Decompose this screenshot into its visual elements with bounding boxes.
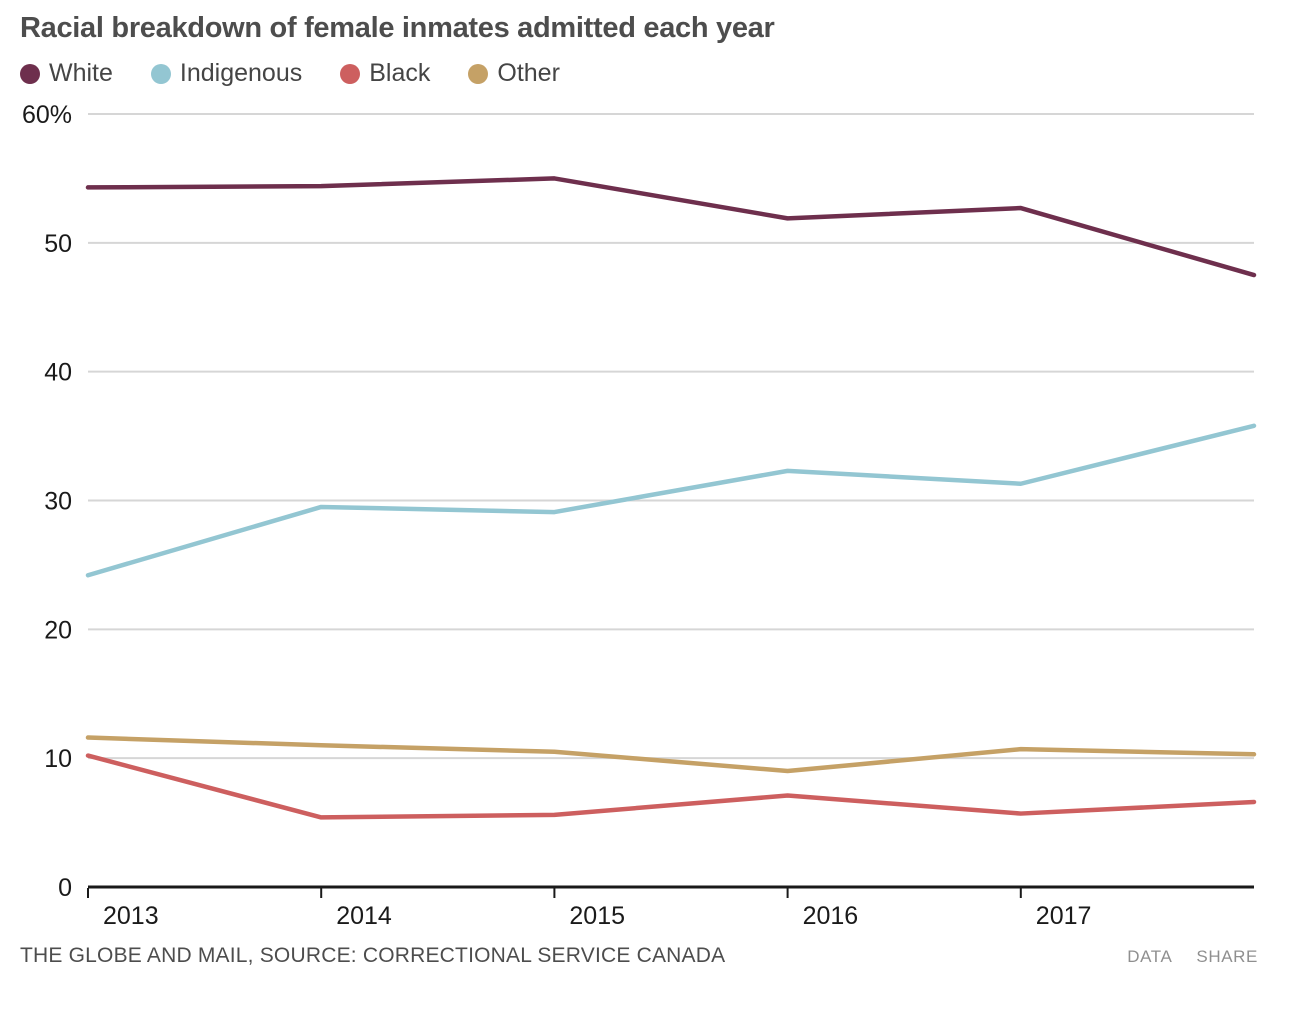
data-button[interactable]: DATA	[1127, 947, 1173, 966]
x-axis-label: 2013	[103, 902, 159, 930]
chart-footer: THE GLOBE AND MAIL, SOURCE: CORRECTIONAL…	[0, 944, 1300, 968]
y-axis-label: 30	[44, 488, 72, 516]
legend: White Indigenous Black Other	[20, 59, 1280, 88]
legend-dot-indigenous-icon	[150, 63, 171, 84]
y-axis-label: 60%	[22, 101, 72, 129]
chart-header: Racial breakdown of female inmates admit…	[0, 0, 1300, 88]
legend-dot-black-icon	[340, 63, 361, 84]
legend-label: Black	[369, 59, 431, 88]
legend-item-other: Other	[468, 59, 560, 88]
x-axis-label: 2016	[803, 902, 859, 930]
series-line-black	[85, 753, 1257, 821]
y-axis-labels: 0 10 20 30 40 50 60%	[22, 101, 72, 902]
y-axis-label: 10	[44, 746, 72, 774]
y-axis-label: 50	[44, 230, 72, 258]
line-chart: 0 10 20 30 40 50 60% 2013 2014 2015 2016 2017	[22, 101, 1257, 930]
series-lines	[85, 176, 1257, 821]
gridlines	[88, 113, 1254, 760]
legend-label: White	[49, 59, 113, 88]
chart-title: Racial breakdown of female inmates admit…	[20, 12, 775, 44]
legend-dot-white-icon	[20, 63, 40, 84]
source-attribution: THE GLOBE AND MAIL, SOURCE: CORRECTIONAL…	[20, 944, 726, 967]
legend-item-white: White	[20, 59, 113, 88]
legend-dot-other-icon	[468, 63, 489, 84]
x-axis-label: 2014	[336, 902, 392, 930]
y-axis-label: 40	[44, 359, 72, 387]
footer-actions: DATA SHARE	[1127, 947, 1258, 967]
series-line-other	[85, 735, 1257, 774]
share-button[interactable]: SHARE	[1196, 947, 1258, 966]
x-axis-label: 2015	[569, 902, 625, 930]
series-line-white	[85, 176, 1257, 278]
x-axis: 2013 2014 2015 2016 2017	[87, 885, 1254, 930]
legend-item-indigenous: Indigenous	[150, 59, 303, 88]
legend-item-black: Black	[340, 59, 430, 88]
series-line-indigenous	[85, 423, 1257, 578]
legend-label: Indigenous	[179, 59, 303, 88]
y-axis-label: 0	[58, 874, 72, 902]
y-axis-label: 20	[44, 617, 72, 645]
legend-label: Other	[497, 59, 560, 88]
x-axis-label: 2017	[1036, 902, 1092, 930]
